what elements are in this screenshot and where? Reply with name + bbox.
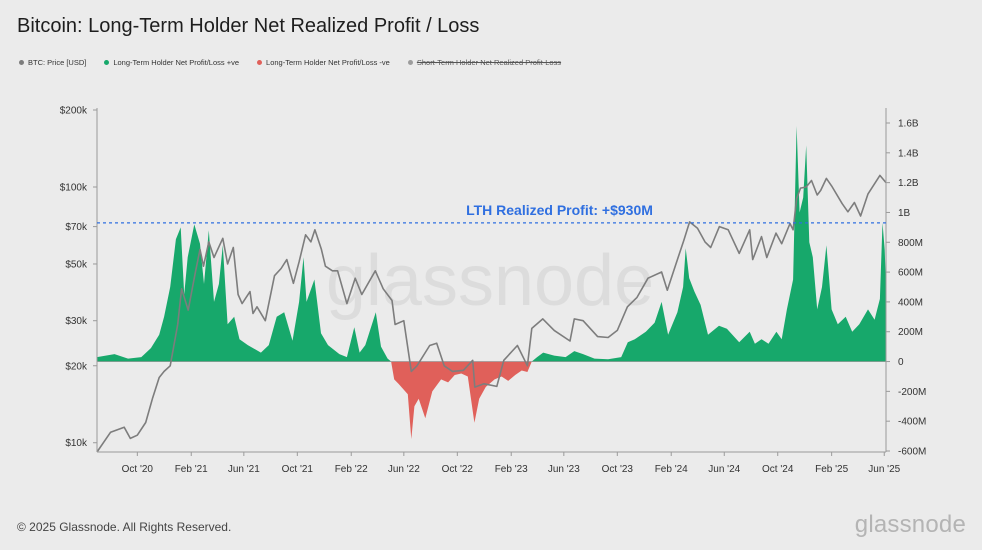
legend-item-lth-positive[interactable]: Long-Term Holder Net Profit/Loss +ve xyxy=(104,58,239,67)
right-axis-tick-label: 600M xyxy=(898,268,923,279)
x-axis-tick-label: Oct '21 xyxy=(282,464,314,475)
x-axis-tick-label: Feb '21 xyxy=(175,464,208,475)
left-axis-tick-label: $50k xyxy=(65,259,88,270)
x-axis-tick-label: Oct '23 xyxy=(602,464,634,475)
right-axis-tick-label: -400M xyxy=(898,417,926,428)
left-axis-tick-label: $20k xyxy=(65,361,88,372)
left-axis-tick-label: $30k xyxy=(65,316,88,327)
x-axis-tick-label: Feb '22 xyxy=(335,464,368,475)
lth-profit-area-2020-2022 xyxy=(97,224,392,362)
left-axis-tick-label: $70k xyxy=(65,222,88,233)
x-axis-tick-label: Oct '24 xyxy=(762,464,794,475)
legend-dot xyxy=(257,60,263,65)
lth-loss-area xyxy=(391,361,532,440)
right-axis-tick-label: 400M xyxy=(898,297,923,308)
pnl-series-group xyxy=(97,126,886,440)
lth-profit-area-2023-2025 xyxy=(531,126,886,362)
x-axis-tick-label: Oct '22 xyxy=(442,464,474,475)
axes-group: $10k $20k $30k $50k $70k $100k $200k 1.6B 1.4B 1.… xyxy=(60,106,927,476)
x-axis-tick-label: Jun '22 xyxy=(388,464,420,475)
x-axis-tick-label: Feb '25 xyxy=(815,464,848,475)
copyright-footer: © 2025 Glassnode. All Rights Reserved. xyxy=(17,520,232,534)
right-axis-tick-label: 0 xyxy=(898,357,904,368)
legend-dot xyxy=(407,60,413,65)
right-axis-tick-label: 1.2B xyxy=(898,178,919,189)
x-axis-tick-label: Jun '25 xyxy=(868,464,900,475)
x-axis-tick-label: Feb '23 xyxy=(495,464,528,475)
legend-label: Short-Term Holder Net Realized Profit-Lo… xyxy=(416,58,562,67)
right-axis-tick-label: -200M xyxy=(898,387,926,398)
legend-item-btc-price[interactable]: BTC: Price [USD] xyxy=(19,58,86,67)
right-axis-tick-label: 1.4B xyxy=(898,148,919,159)
btc-price-line xyxy=(96,174,887,453)
legend-label: Long-Term Holder Net Profit/Loss -ve xyxy=(266,58,390,67)
legend-item-sth-net-realized[interactable]: Short-Term Holder Net Realized Profit-Lo… xyxy=(407,58,562,67)
price-series-group xyxy=(96,174,887,453)
right-axis-tick-label: 800M xyxy=(898,238,923,249)
right-axis-tick-label: -600M xyxy=(898,447,926,458)
brand-logo[interactable]: glassnode xyxy=(854,511,966,538)
x-axis-tick-label: Feb '24 xyxy=(655,464,688,475)
legend: BTC: Price [USD] Long-Term Holder Net Pr… xyxy=(19,58,579,67)
left-axis-tick-label: $200k xyxy=(60,106,88,117)
x-axis-tick-label: Oct '20 xyxy=(122,464,154,475)
legend-label: Long-Term Holder Net Profit/Loss +ve xyxy=(113,58,240,67)
legend-label: BTC: Price [USD] xyxy=(28,58,87,67)
legend-item-lth-negative[interactable]: Long-Term Holder Net Profit/Loss -ve xyxy=(257,58,390,67)
x-axis-tick-label: Jun '24 xyxy=(708,464,740,475)
legend-dot xyxy=(104,60,110,65)
lth-realized-profit-label: LTH Realized Profit: +$930M xyxy=(466,202,653,218)
right-axis-tick-label: 1.6B xyxy=(898,119,919,130)
legend-dot xyxy=(19,60,24,65)
right-axis-tick-label: 1B xyxy=(898,208,911,219)
watermark: glassnode xyxy=(326,241,654,321)
x-axis-tick-label: Jun '21 xyxy=(228,464,260,475)
left-axis-tick-label: $100k xyxy=(60,182,88,193)
chart-title: Bitcoin: Long-Term Holder Net Realized P… xyxy=(17,15,480,37)
left-axis-tick-label: $10k xyxy=(65,438,88,449)
right-axis-tick-label: 200M xyxy=(898,327,923,338)
x-axis-tick-label: Jun '23 xyxy=(548,464,580,475)
annotation-group: LTH Realized Profit: +$930M xyxy=(97,202,886,224)
